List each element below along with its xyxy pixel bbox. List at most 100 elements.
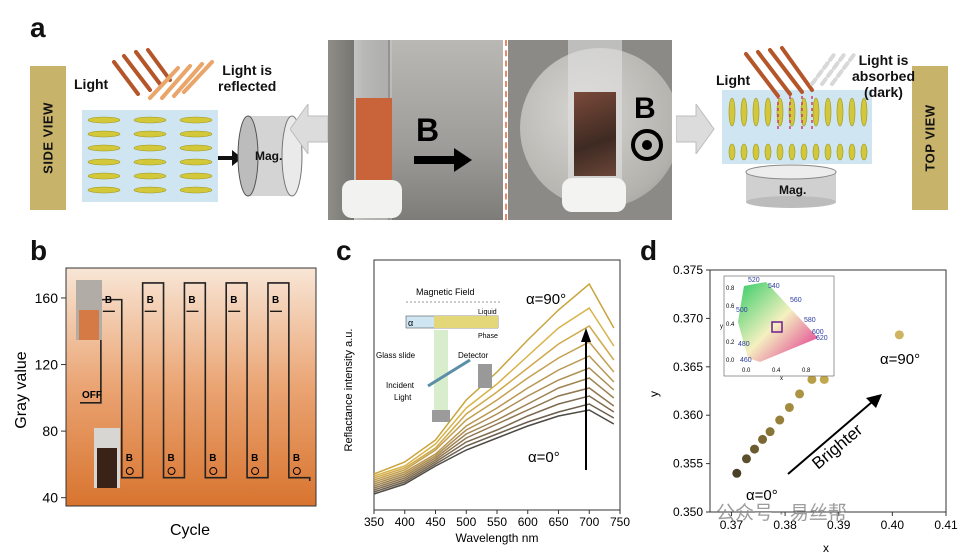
watermark: 公众号 · 易丝帮 [716,503,847,524]
incident-light-arrows [112,48,172,96]
chart-c-series-line [373,395,615,491]
chart-b-field-label: B [188,295,195,306]
cie-ytick-label: 0.4 [726,322,735,328]
panel-letter-c: c [336,235,352,266]
chart-c-xtick-label: 650 [548,515,568,529]
chart-c-series-line [373,377,615,487]
incident-light-arrows-right [744,46,814,98]
chart-b-field-out-label: B [209,453,216,464]
orange-sample [356,98,392,180]
chart-b-field-out-icon [251,467,260,476]
chart-d-annotation-end: α=90° [880,351,920,368]
chart-d-annotation-start: α=0° [746,487,778,504]
faded-reflection-arrows [810,50,858,86]
light-label-right: Light [716,72,751,88]
chart-d-ytick-label: 0.355 [673,457,703,471]
chart-d-point [765,427,775,437]
chart-c-series-line [373,341,615,481]
inset-magnetic-field: Magnetic Field [416,287,475,297]
chart-c-series-line [373,355,615,483]
chart-d-ytick-label: 0.365 [673,360,703,374]
inset-glass-slide: Glass slide [376,351,416,360]
top-view-bar: TOP VIEW [912,66,948,210]
chart-c-xlabel: Wavelength nm [456,531,539,545]
sample-holder [342,180,402,218]
chart-b-xlabel: Cycle [170,522,210,539]
to-magnet-arrow [218,150,242,166]
side-view-bar: SIDE VIEW [30,66,66,210]
chart-b-field-out-label: B [251,453,258,464]
reflected-label-line1: Light is [222,62,273,78]
chart-b-ytick-label: 120 [35,357,59,373]
chart-c-x-ticks: 350 400 450 500 550 600 650 700 750 [364,510,630,529]
chart-d-point [819,374,829,384]
chart-b-series-line [80,282,311,482]
photo-divider [505,40,507,220]
inset-alpha: α [408,318,413,328]
chart-c-xtick-label: 500 [456,515,476,529]
chart-c-xtick-label: 550 [487,515,507,529]
chart-b-field-label: B [230,295,237,306]
absorbed-label: Light is absorbed (dark) [852,52,915,100]
chart-c-series-line [373,282,615,475]
chart-c-xtick-label: 750 [610,515,630,529]
cie-wavelength-label: 480 [738,341,750,348]
magnet-block [388,40,503,220]
reflected-light-arrows [148,60,214,100]
liquid-cell [82,110,218,202]
chart-c-series-line [373,325,615,479]
reflected-label: Light is reflected [218,62,276,94]
chart-d-xtick-label: 0.40 [881,518,905,532]
chart-b-field-out-icon [125,467,134,476]
mag-label-left: Mag. [255,149,283,163]
chart-b-field-out-icon [209,467,218,476]
gray-arrow-right [676,104,715,154]
chart-b-off-label: OFF [82,390,102,401]
chart-c-xtick-label: 600 [518,515,538,529]
panel-letter-b: b [30,235,48,266]
chart-d-xtick-label: 0.41 [934,518,958,532]
cie-wavelength-label: 520 [748,277,760,284]
chart-c-series-line [373,409,615,495]
panel-letter-d: d [640,235,658,266]
inset-beam [434,330,448,410]
field-right-arrow [414,148,472,172]
chart-b-field-out-label: B [293,453,300,464]
chart-d-point [750,444,760,454]
chart-b-field-out-icon [292,467,301,476]
chart-c-annotation-top: α=90° [526,291,566,308]
magnet-cylinder-right [745,164,837,208]
photo-B-label-right: B [634,92,656,125]
chart-d-ylabel: y [647,391,661,397]
photo-top-view: B [508,40,672,220]
cie-wavelength-label: 460 [740,357,752,364]
chart-d-point [807,374,817,384]
sample-holder-top [562,178,626,212]
side-view-label: SIDE VIEW [40,102,56,174]
chart-c-xtick-label: 700 [579,515,599,529]
chart-d-ytick-label: 0.360 [673,408,703,422]
chart-d-point [732,468,742,478]
chart-b-field-out-label: B [168,453,175,464]
chart-c-series-group [373,282,615,495]
light-label-left: Light [74,76,109,92]
inset-splitter [427,358,471,388]
chart-b-ytick-label: 40 [42,490,58,506]
chart-b-field-label: B [272,295,279,306]
chart-c-trend-arrow-head [581,328,591,342]
chart-c-annotation-bottom: α=0° [528,449,560,466]
cie-y-label: y [720,324,723,330]
inset-source [432,410,450,422]
field-out-of-page-icon [631,129,663,161]
chart-b-field-label: B [105,295,112,306]
reflected-label-line2: reflected [218,78,277,94]
inset-liquid-label: Liquid [478,309,497,316]
chart-d-ytick-label: 0.375 [673,263,703,277]
inset-liquid [434,316,498,328]
chart-d-xtick-label: 0.39 [827,518,851,532]
chart-c-xtick-label: 450 [425,515,445,529]
top-view-schematic [722,46,872,208]
cie-wavelength-label: 500 [736,307,748,314]
inset-incident-2: Light [394,393,412,402]
